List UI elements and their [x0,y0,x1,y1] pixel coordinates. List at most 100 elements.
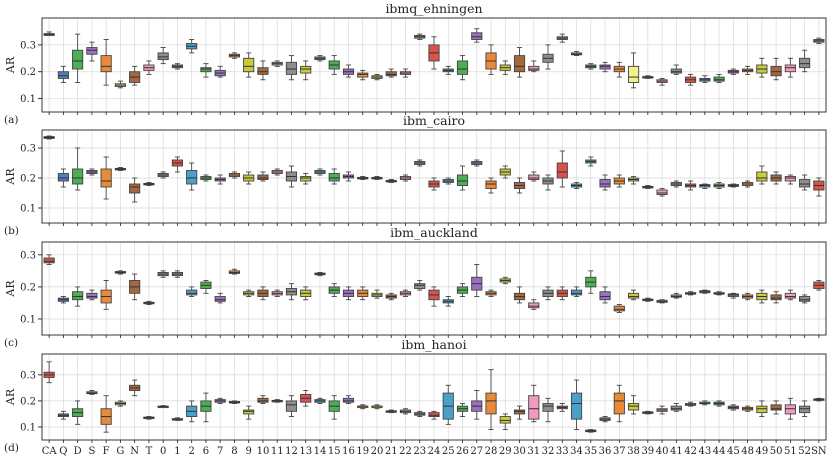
box-body [100,168,112,188]
panel-3: 0.1 0.2 0.3 AR ibm_auckland (c) [4,225,827,349]
box-body [214,296,226,302]
box-45 [727,292,739,299]
x-category-label: 9 [246,446,252,457]
x-category-label: 37 [613,446,626,457]
box-45 [727,68,739,75]
box-38 [627,289,640,301]
box-body [599,64,611,70]
box-21 [385,68,397,78]
x-category-label: 11 [271,446,284,457]
x-category-label: 27 [470,446,483,457]
y-axis-label: AR [4,56,17,74]
box-24 [428,410,440,420]
box-30 [513,177,526,194]
y-tick-label: 0.1 [20,314,36,325]
box-body [57,173,69,182]
box-25 [442,65,454,75]
box-body [414,283,426,289]
box-38 [627,176,640,185]
box-body [43,257,55,264]
box-19 [357,69,369,81]
x-category-label: G [116,446,124,457]
box-20 [371,289,383,299]
box-37 [613,61,625,78]
box-T [143,416,155,420]
box-49 [756,57,768,78]
x-category-label: 13 [299,446,312,457]
panel-1: 0.1 0.2 0.3AR ibmq_ehningen (a) [4,1,827,126]
box-body [385,71,397,77]
box-49 [756,165,768,185]
x-category-label: 21 [385,446,398,457]
x-category-label: 50 [770,446,783,457]
box-35 [585,63,597,70]
box-13 [300,390,312,407]
box-F [100,395,112,433]
box-15 [328,168,340,185]
x-category-label: 15 [328,446,341,457]
box-41 [670,180,682,188]
x-category-label: 49 [755,446,768,457]
box-body [756,171,768,182]
box-50 [770,400,782,415]
box-45 [727,183,739,188]
box-S [86,41,98,62]
box-body [342,397,355,403]
box-34 [570,51,583,57]
box-10 [257,171,269,182]
x-category-label: 34 [570,446,583,457]
box-40 [656,188,668,197]
box-body [328,173,340,182]
box-N [129,65,141,86]
box-22 [399,408,412,415]
box-1 [171,270,183,278]
box-9 [243,171,255,185]
box-11 [271,168,283,176]
box-body [784,64,796,73]
box-39 [642,185,654,189]
panel-2: 0.1 0.2 0.3 AR ibm_cairo (b) [4,113,827,237]
box-body [499,416,511,424]
box-1 [171,156,183,173]
box-51 [784,289,796,301]
box-body [784,176,796,182]
y-tick-label: 0.3 [20,250,36,261]
panel-tag: (b) [4,225,19,237]
box-F [100,280,112,310]
box-52 [799,400,811,417]
box-43 [699,75,711,83]
box-13 [300,173,312,185]
x-category-label: 42 [684,446,697,457]
box-50 [770,57,782,81]
box-48 [742,180,754,188]
box-27 [471,390,483,420]
box-body [613,392,625,415]
box-SN [813,37,825,44]
box-22 [399,68,412,78]
box-25 [442,296,454,307]
box-19 [357,176,369,180]
box-T [143,182,155,186]
box-body [72,168,84,185]
x-category-label: 16 [342,446,355,457]
box-2 [186,162,198,191]
box-27 [471,263,483,297]
box-29 [499,60,511,75]
box-34 [570,182,583,189]
x-category-label: 32 [542,446,555,457]
x-category-label: 25 [442,446,455,457]
box-44 [713,400,725,407]
box-body [599,179,611,188]
box-44 [713,73,725,83]
box-26 [456,283,469,297]
panel-tag: (c) [4,337,18,349]
box-N [129,379,141,397]
box-body [770,404,782,411]
x-category-label: 30 [513,446,526,457]
box-34 [570,379,583,431]
box-8 [228,52,241,59]
box-body [799,179,811,188]
panel-title: ibm_cairo [403,113,465,128]
box-body [627,65,640,83]
